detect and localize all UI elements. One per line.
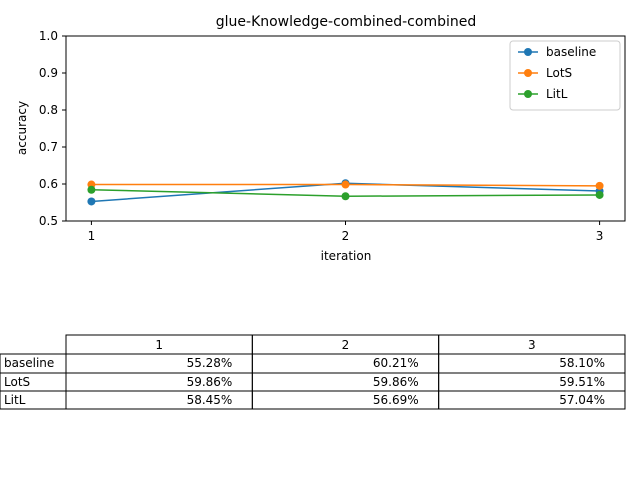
legend-label-baseline: baseline	[546, 45, 596, 59]
y-tick-label: 0.5	[39, 214, 58, 228]
x-axis-label: iteration	[321, 249, 372, 263]
table-cell-value: 59.51%	[559, 375, 605, 389]
table-row-label: baseline	[4, 356, 54, 370]
y-tick-label: 0.9	[39, 66, 58, 80]
table-cell-value: 55.28%	[187, 356, 233, 370]
table-row-label: LotS	[4, 375, 30, 389]
x-tick-label: 1	[88, 229, 96, 243]
table-cell-value: 56.69%	[373, 393, 419, 407]
table-row-label: LitL	[4, 393, 26, 407]
table-column-header: 3	[528, 338, 536, 352]
plot-area: 1 2 3 0.5 0.6 0.7 0.8 0.9 1.0	[39, 29, 626, 243]
legend-marker-LotS	[524, 69, 532, 77]
y-tick-label: 1.0	[39, 29, 58, 43]
table-column-header: 2	[342, 338, 350, 352]
legend-box	[509, 40, 621, 111]
data-table: 1 2 3 baseline 55.28% 60.21% 58.10% LotS 59.86% 5…	[0, 334, 626, 410]
y-tick-label: 0.6	[39, 177, 58, 191]
chart-title: glue-Knowledge-combined-combined	[216, 14, 476, 30]
y-tick-label: 0.8	[39, 103, 58, 117]
table-column-header: 1	[155, 338, 163, 352]
legend-label-LitL: LitL	[546, 87, 568, 101]
data-point-baseline	[87, 197, 96, 206]
legend-marker-baseline	[524, 48, 532, 56]
y-tick-label: 0.7	[39, 140, 58, 154]
data-point-LotS	[341, 180, 350, 189]
legend-marker-LitL	[524, 90, 532, 98]
x-tick-label: 2	[342, 229, 350, 243]
data-point-LitL	[87, 185, 96, 194]
table-cell-value: 59.86%	[373, 375, 419, 389]
table-cell-value: 58.45%	[187, 393, 233, 407]
legend: baseline LotS LitL	[509, 40, 621, 111]
data-point-LitL	[595, 190, 604, 199]
table-cell	[438, 390, 626, 410]
x-tick-label: 3	[596, 229, 604, 243]
y-axis-label: accuracy	[15, 101, 29, 155]
data-point-LitL	[341, 192, 350, 201]
table-cell-value: 58.10%	[559, 356, 605, 370]
table-cell-value: 57.04%	[559, 393, 605, 407]
table-cell-value: 59.86%	[187, 375, 233, 389]
legend-label-LotS: LotS	[546, 66, 572, 80]
table-cell-value: 60.21%	[373, 356, 419, 370]
data-point-LotS	[595, 181, 604, 190]
